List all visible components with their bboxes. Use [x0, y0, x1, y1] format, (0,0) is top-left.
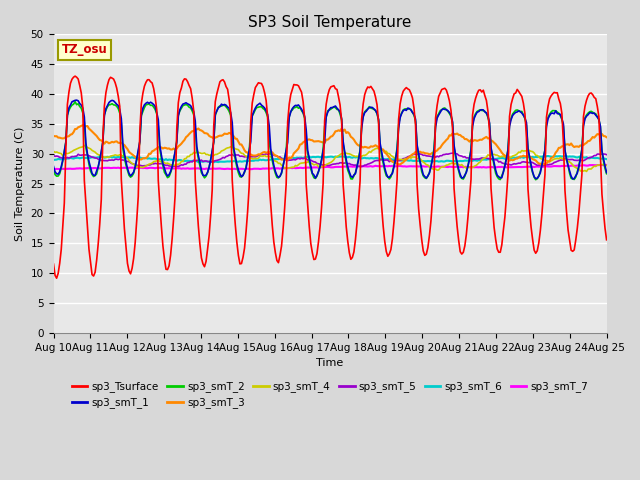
Line: sp3_smT_7: sp3_smT_7	[54, 165, 607, 169]
Line: sp3_smT_2: sp3_smT_2	[54, 102, 607, 180]
sp3_smT_5	[234, 152, 242, 158]
sp3_smT_3	[538, 162, 546, 168]
sp3_smT_5	[603, 152, 611, 157]
sp3_smT_4	[81, 143, 88, 148]
sp3_smT_5	[50, 153, 58, 158]
sp3_smT_7	[292, 165, 300, 171]
sp3_smT_6	[544, 153, 552, 159]
sp3_smT_2	[603, 171, 611, 177]
sp3_smT_3	[244, 150, 252, 156]
sp3_smT_4	[582, 168, 590, 174]
sp3_smT_5	[575, 157, 582, 163]
sp3_smT_7	[572, 163, 580, 169]
sp3_smT_4	[573, 166, 581, 171]
sp3_smT_3	[575, 144, 582, 150]
sp3_smT_3	[216, 133, 224, 139]
sp3_Tsurface	[50, 261, 58, 267]
Line: sp3_smT_4: sp3_smT_4	[54, 145, 607, 171]
Line: sp3_Tsurface: sp3_Tsurface	[54, 76, 607, 278]
Y-axis label: Soil Temperature (C): Soil Temperature (C)	[15, 126, 25, 241]
sp3_smT_6	[216, 159, 224, 165]
sp3_smT_6	[118, 154, 125, 160]
sp3_smT_2	[575, 163, 582, 169]
sp3_smT_2	[50, 167, 58, 173]
sp3_smT_6	[575, 154, 582, 160]
sp3_Tsurface	[71, 73, 79, 79]
sp3_smT_1	[293, 103, 301, 108]
sp3_smT_7	[233, 166, 241, 172]
sp3_smT_4	[293, 163, 301, 169]
Line: sp3_smT_5: sp3_smT_5	[54, 153, 607, 167]
sp3_smT_2	[234, 170, 242, 176]
sp3_Tsurface	[52, 276, 60, 281]
sp3_smT_5	[216, 156, 224, 162]
sp3_smT_5	[168, 164, 176, 169]
sp3_smT_5	[118, 157, 125, 163]
sp3_smT_1	[50, 164, 58, 169]
sp3_smT_7	[50, 166, 58, 172]
sp3_smT_7	[243, 166, 250, 172]
sp3_smT_4	[50, 148, 58, 154]
sp3_smT_6	[293, 155, 301, 160]
sp3_smT_7	[598, 162, 606, 168]
sp3_smT_4	[216, 150, 224, 156]
sp3_smT_1	[244, 156, 252, 161]
sp3_smT_7	[603, 162, 611, 168]
sp3_smT_3	[50, 133, 58, 139]
sp3_Tsurface	[575, 210, 582, 216]
sp3_Tsurface	[218, 77, 225, 83]
sp3_smT_3	[79, 122, 86, 128]
Line: sp3_smT_6: sp3_smT_6	[54, 156, 607, 162]
sp3_smT_1	[216, 104, 224, 109]
sp3_Tsurface	[120, 226, 128, 231]
sp3_smT_2	[216, 103, 224, 109]
sp3_Tsurface	[245, 184, 253, 190]
sp3_smT_3	[119, 141, 127, 147]
Title: SP3 Soil Temperature: SP3 Soil Temperature	[248, 15, 412, 30]
sp3_smT_4	[244, 154, 252, 160]
sp3_smT_4	[119, 153, 127, 159]
Line: sp3_smT_1: sp3_smT_1	[54, 100, 607, 179]
sp3_smT_3	[293, 147, 301, 153]
Legend: sp3_Tsurface, sp3_smT_1, sp3_smT_2, sp3_smT_3, sp3_smT_4, sp3_smT_5, sp3_smT_6, : sp3_Tsurface, sp3_smT_1, sp3_smT_2, sp3_…	[68, 377, 593, 413]
sp3_smT_3	[234, 139, 242, 144]
sp3_smT_1	[569, 176, 577, 182]
sp3_smT_2	[71, 99, 79, 105]
sp3_smT_1	[234, 167, 242, 173]
sp3_smT_1	[119, 141, 127, 147]
sp3_smT_1	[575, 164, 582, 170]
Line: sp3_smT_3: sp3_smT_3	[54, 125, 607, 165]
sp3_smT_2	[532, 177, 540, 182]
sp3_smT_1	[603, 170, 611, 176]
sp3_smT_1	[73, 97, 81, 103]
sp3_smT_4	[603, 163, 611, 168]
sp3_smT_4	[234, 147, 242, 153]
sp3_smT_7	[118, 165, 125, 171]
sp3_smT_6	[234, 159, 242, 165]
sp3_smT_2	[119, 146, 127, 152]
sp3_Tsurface	[236, 261, 244, 267]
sp3_smT_3	[603, 134, 611, 140]
sp3_smT_6	[244, 158, 252, 164]
sp3_smT_6	[210, 159, 218, 165]
sp3_Tsurface	[294, 83, 302, 89]
X-axis label: Time: Time	[316, 359, 344, 369]
sp3_smT_2	[244, 156, 252, 162]
sp3_smT_7	[214, 166, 222, 171]
sp3_smT_6	[50, 157, 58, 163]
sp3_smT_5	[450, 150, 458, 156]
sp3_smT_2	[293, 104, 301, 109]
sp3_smT_5	[244, 155, 252, 160]
Text: TZ_osu: TZ_osu	[62, 43, 108, 56]
sp3_smT_6	[603, 156, 611, 162]
sp3_smT_5	[293, 156, 301, 162]
sp3_Tsurface	[603, 237, 611, 243]
